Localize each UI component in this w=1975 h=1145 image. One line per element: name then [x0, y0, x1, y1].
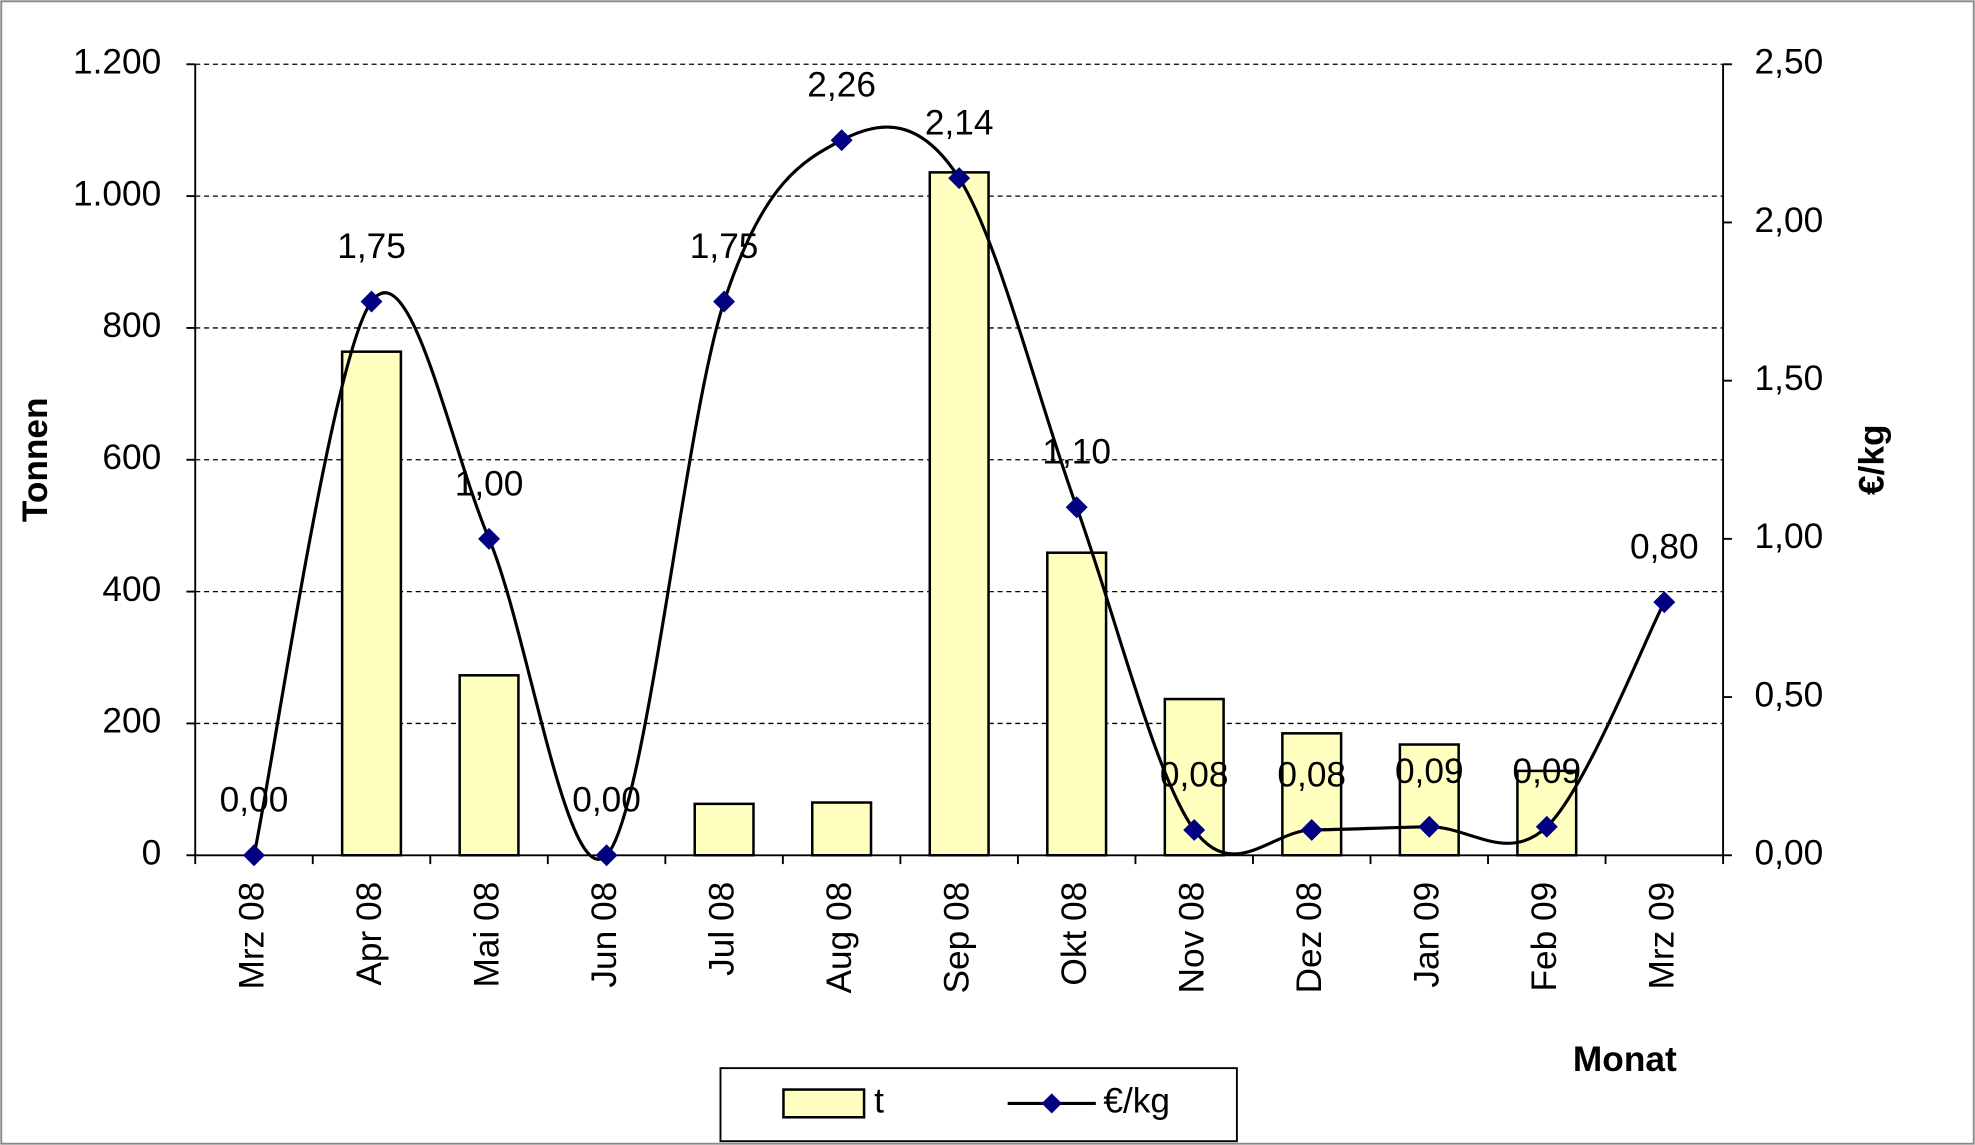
x-tick-label: Mai 08: [467, 882, 506, 988]
x-tick-label: Feb 09: [1525, 882, 1564, 992]
data-label: 0,00: [572, 781, 641, 820]
x-tick-label: Aug 08: [820, 882, 859, 994]
x-tick-label: Jul 08: [702, 882, 741, 976]
line: [252, 125, 1666, 861]
line-marker: [1183, 818, 1206, 841]
x-tick-label: Jun 08: [585, 882, 624, 988]
y2-tick-label: 2,50: [1755, 43, 1824, 82]
line-marker: [243, 844, 265, 867]
line-marker: [1065, 496, 1088, 519]
x-tick-label: Jan 09: [1408, 882, 1447, 988]
y2-axis-title: €/kg: [1853, 424, 1892, 495]
y2-tick-label: 1,50: [1755, 359, 1824, 398]
bar: [1046, 551, 1108, 857]
line-marker: [1653, 591, 1676, 614]
legend-label: €/kg: [1103, 1082, 1170, 1121]
y-tick-label: 400: [102, 570, 161, 609]
data-label: 0,09: [1512, 752, 1581, 791]
y-tick-label: 200: [102, 702, 161, 741]
legend-swatch: [782, 1088, 866, 1119]
line-marker: [1300, 818, 1323, 841]
bar: [693, 802, 755, 857]
data-label: 1,10: [1042, 433, 1111, 472]
line-marker: [478, 527, 501, 550]
x-tick-label: Mrz 08: [232, 882, 271, 990]
line-marker: [948, 167, 971, 190]
x-tick-label: Dez 08: [1290, 882, 1329, 994]
line-marker: [713, 290, 736, 313]
y2-tick-label: 0,50: [1755, 675, 1824, 714]
line-marker: [595, 844, 618, 867]
bar: [810, 801, 873, 857]
x-tick-label: Nov 08: [1173, 882, 1212, 994]
y-axis-title: Tonnen: [16, 397, 55, 522]
bar: [1163, 697, 1225, 857]
data-label: 0,08: [1277, 755, 1346, 794]
y-tick-label: 600: [102, 438, 161, 477]
y-tick-label: 1.000: [73, 174, 161, 213]
x-axis-title: Monat: [1573, 1040, 1677, 1079]
bar: [458, 674, 520, 857]
data-label: 0,09: [1395, 752, 1464, 791]
line-marker: [830, 129, 853, 152]
data-label: 1,75: [690, 227, 759, 266]
y-tick-label: 0: [142, 834, 162, 873]
data-label: 2,26: [807, 66, 876, 105]
x-tick-label: Mrz 09: [1643, 882, 1682, 990]
x-tick-label: Okt 08: [1055, 882, 1094, 986]
line-marker: [360, 290, 383, 313]
y-tick-label: 800: [102, 306, 161, 345]
y2-tick-label: 2,00: [1755, 201, 1824, 240]
x-tick-label: Sep 08: [937, 882, 976, 994]
data-label: 1,75: [337, 227, 406, 266]
legend-label: t: [874, 1082, 884, 1121]
y2-tick-label: 1,00: [1755, 517, 1824, 556]
bar: [928, 171, 990, 857]
bar: [340, 350, 403, 857]
data-label: 0,08: [1160, 755, 1229, 794]
data-label: 0,00: [220, 781, 289, 820]
y2-tick-label: 0,00: [1755, 834, 1824, 873]
data-label: 1,00: [455, 464, 524, 503]
line-marker: [1535, 815, 1558, 838]
data-label: 0,80: [1630, 528, 1699, 567]
data-label: 2,14: [925, 104, 994, 143]
y-tick-label: 1.200: [73, 43, 161, 82]
x-tick-label: Apr 08: [350, 882, 389, 986]
line-marker: [1418, 815, 1441, 838]
